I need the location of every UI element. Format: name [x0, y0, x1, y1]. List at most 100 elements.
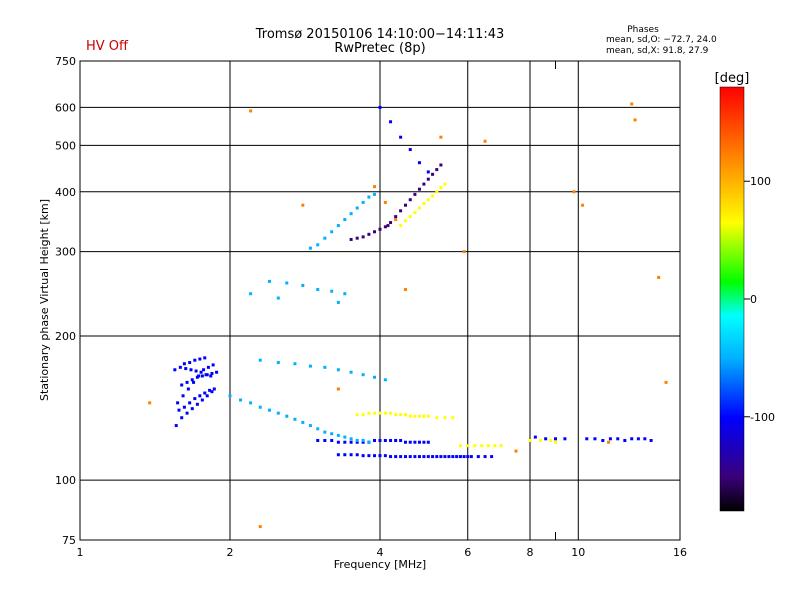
- echo-point: [539, 439, 543, 443]
- echo-point: [323, 236, 327, 240]
- echo-point: [403, 288, 407, 292]
- colorbar-tick-label: 100: [750, 175, 771, 188]
- echo-point: [394, 413, 398, 417]
- echo-point: [267, 408, 271, 412]
- echo-point: [258, 358, 262, 362]
- echo-point: [195, 402, 199, 406]
- echo-point: [308, 364, 312, 368]
- echo-point: [202, 368, 206, 372]
- echo-point: [403, 413, 407, 417]
- echo-point: [581, 203, 585, 207]
- echo-point: [490, 455, 494, 459]
- echo-point: [399, 439, 403, 443]
- echo-point: [426, 414, 430, 418]
- echo-points: [148, 102, 668, 529]
- echo-point: [426, 177, 430, 181]
- echo-point: [355, 440, 359, 444]
- echo-point: [483, 139, 487, 143]
- echo-point: [499, 444, 503, 448]
- echo-point: [630, 437, 634, 441]
- echo-point: [664, 380, 668, 384]
- echo-point: [616, 437, 620, 441]
- echo-point: [249, 109, 253, 113]
- grid: [80, 61, 680, 540]
- echo-point: [330, 439, 334, 443]
- echo-point: [443, 455, 447, 459]
- echo-point: [373, 411, 377, 415]
- echo-point: [431, 194, 435, 198]
- echo-point: [323, 439, 327, 443]
- echo-point: [373, 439, 377, 443]
- echo-point: [383, 200, 387, 204]
- echo-point: [408, 414, 412, 418]
- echo-point: [355, 453, 359, 457]
- echo-point: [462, 455, 466, 459]
- echo-point: [608, 437, 612, 441]
- echo-point: [367, 411, 371, 415]
- echo-point: [413, 455, 417, 459]
- x-tick-label: 1: [77, 546, 84, 559]
- echo-point: [394, 218, 398, 222]
- echo-point: [378, 227, 382, 231]
- echo-point: [343, 440, 347, 444]
- y-axis-label: Stationary phase Virtual Height [km]: [38, 199, 51, 401]
- echo-point: [417, 187, 421, 191]
- echo-point: [601, 439, 605, 443]
- echo-point: [301, 203, 305, 207]
- echo-point: [657, 275, 661, 279]
- echo-point: [176, 401, 180, 405]
- echo-point: [426, 440, 430, 444]
- echo-point: [431, 455, 435, 459]
- echo-point: [389, 411, 393, 415]
- y-tick-label: 750: [55, 55, 76, 68]
- echo-point: [182, 405, 186, 409]
- echo-point: [210, 390, 214, 394]
- x-axis-ticks: 1 2 4 6 8 10 16: [77, 546, 688, 559]
- echo-point: [408, 215, 412, 219]
- echo-point: [349, 440, 353, 444]
- echo-point: [563, 437, 567, 441]
- echo-point: [198, 394, 202, 398]
- echo-point: [203, 356, 207, 360]
- echo-point: [361, 454, 365, 458]
- echo-point: [483, 455, 487, 459]
- echo-point: [408, 148, 412, 152]
- echo-point: [458, 455, 462, 459]
- echo-point: [408, 198, 412, 202]
- colorbar-ticks: 100 0 -100: [744, 175, 775, 424]
- echo-point: [394, 455, 398, 459]
- echo-point: [285, 281, 289, 285]
- echo-point: [493, 444, 497, 448]
- echo-point: [336, 453, 340, 457]
- echo-point: [181, 394, 185, 398]
- x-axis-label: Frequency [MHz]: [334, 558, 426, 571]
- echo-point: [330, 432, 334, 436]
- echo-point: [585, 437, 589, 441]
- echo-point: [361, 439, 365, 443]
- echo-point: [378, 454, 382, 458]
- echo-point: [361, 413, 365, 417]
- echo-point: [200, 374, 204, 378]
- echo-point: [343, 292, 347, 296]
- y-tick-label: 300: [55, 246, 76, 259]
- echo-point: [349, 237, 353, 241]
- echo-point: [386, 224, 390, 228]
- echo-point: [203, 391, 207, 395]
- echo-point: [193, 397, 197, 401]
- echo-point: [184, 367, 188, 371]
- x-tick-label: 8: [527, 546, 534, 559]
- echo-point: [383, 411, 387, 415]
- echo-point: [210, 371, 214, 375]
- echo-point: [473, 444, 477, 448]
- echo-point: [215, 370, 219, 374]
- echo-point: [378, 439, 382, 443]
- echo-point: [643, 437, 647, 441]
- y-tick-label: 400: [55, 186, 76, 199]
- echo-point: [426, 198, 430, 202]
- echo-point: [267, 279, 271, 283]
- echo-point: [308, 246, 312, 250]
- echo-point: [148, 401, 152, 405]
- echo-point: [399, 455, 403, 459]
- x-tick-label: 10: [571, 546, 585, 559]
- echo-point: [194, 369, 198, 373]
